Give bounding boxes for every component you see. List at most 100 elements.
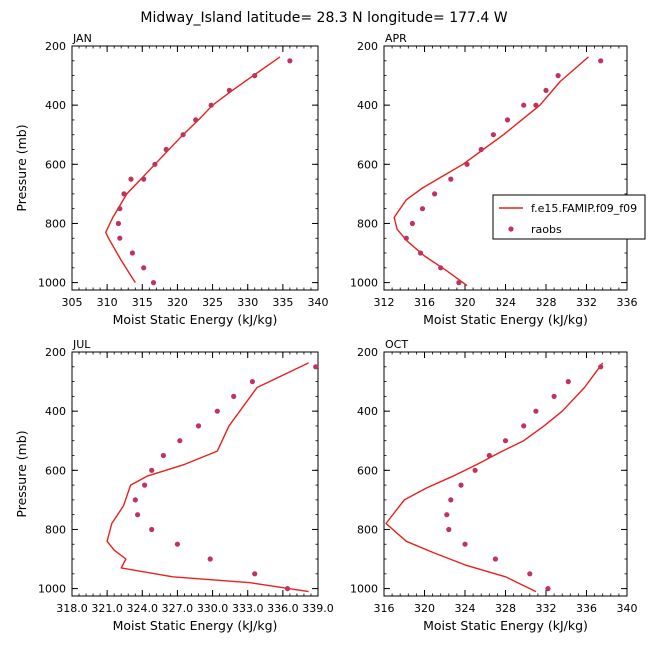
raobs-point-oct	[472, 467, 478, 473]
raobs-point-apr	[533, 102, 539, 108]
raobs-point-apr	[555, 73, 561, 79]
raobs-point-oct	[598, 364, 604, 370]
x-tick-label: 327.0	[162, 602, 194, 615]
y-tick-label: 1000	[38, 277, 66, 290]
plot-frame-jul	[71, 351, 319, 597]
figure-title: Midway_Island latitude= 28.3 N longitude…	[140, 10, 507, 26]
raobs-point-jul	[231, 393, 237, 399]
raobs-point-oct	[446, 526, 452, 533]
x-tick-label: 336	[576, 602, 597, 615]
x-tick-label: 328	[536, 296, 557, 309]
legend-obs-marker	[508, 226, 514, 232]
y-tick-label: 1000	[350, 277, 378, 290]
plot-frame-oct	[383, 351, 628, 597]
raobs-point-jan	[287, 58, 293, 64]
panel-label-oct: OCT	[385, 338, 408, 351]
raobs-point-oct	[551, 393, 557, 399]
x-tick-label: 305	[62, 296, 83, 309]
raobs-point-jan	[129, 250, 135, 256]
x-axis-label: Moist Static Energy (kJ/kg)	[423, 312, 588, 327]
x-tick-label: 324	[495, 296, 516, 309]
x-tick-label: 324.0	[127, 602, 159, 615]
y-tick-label: 600	[357, 464, 378, 477]
raobs-point-jan	[115, 220, 121, 227]
y-tick-label: 600	[357, 158, 378, 171]
panel-jul: JUL 318.0 321.0 324.0 327.0 330.0 333.0 336.0 33…	[14, 338, 334, 633]
y-tick-label: 200	[357, 40, 378, 53]
legend-box	[492, 194, 646, 240]
raobs-point-jan	[152, 161, 158, 167]
x-axis-label: Moist Static Energy (kJ/kg)	[113, 312, 278, 327]
raobs-point-oct	[444, 512, 450, 518]
x-tick-label: 330.0	[197, 602, 229, 615]
x-tick-label: 310	[97, 296, 118, 309]
raobs-point-oct	[502, 438, 509, 444]
panel-label-jan: JAN	[72, 32, 92, 45]
x-tick-label: 320	[414, 602, 435, 615]
raobs-point-apr	[490, 132, 496, 138]
x-tick-label: 320	[455, 296, 476, 309]
raobs-point-jan	[141, 265, 147, 271]
raobs-point-jul	[214, 408, 220, 414]
model-line-jan	[104, 56, 281, 283]
raobs-point-oct	[565, 379, 571, 385]
y-tick-label: 400	[45, 99, 66, 112]
raobs-point-jul	[149, 526, 155, 533]
x-tick-label: 324	[455, 602, 476, 615]
y-tick-label: 200	[45, 346, 66, 359]
raobs-point-apr	[543, 87, 549, 93]
raobs-point-oct	[448, 497, 454, 503]
raobs-point-oct	[462, 541, 468, 547]
model-line-oct	[385, 362, 604, 593]
y-tick-label: 400	[45, 405, 66, 418]
panel-oct: OCT 316 320 324 328 332 336 340 200 400 600 800 1000…	[350, 338, 638, 633]
raobs-point-jul	[174, 541, 180, 547]
raobs-point-jul	[132, 497, 138, 503]
panel-apr: APR 312 316 320 324 328 332 336 200 400 600 800 1000…	[350, 32, 638, 327]
raobs-point-jan	[163, 146, 169, 153]
x-tick-label: 321.0	[91, 602, 123, 615]
raobs-point-jul	[135, 512, 141, 518]
raobs-point-jan	[208, 102, 214, 108]
raobs-point-jul	[313, 364, 319, 370]
raobs-point-apr	[464, 161, 470, 167]
model-line-apr	[393, 56, 589, 287]
x-tick-label: 333.0	[232, 602, 264, 615]
raobs-point-apr	[403, 235, 409, 241]
raobs-point-oct	[486, 452, 492, 459]
raobs-point-oct	[492, 556, 498, 562]
x-tick-label: 339.0	[302, 602, 334, 615]
x-tick-label: 340	[308, 296, 329, 309]
x-tick-label: 316	[374, 602, 395, 615]
raobs-point-jul	[249, 379, 255, 385]
y-tick-label: 400	[357, 99, 378, 112]
raobs-point-apr	[419, 206, 426, 212]
y-tick-label: 1000	[350, 583, 378, 596]
raobs-point-jul	[142, 482, 148, 488]
raobs-point-apr	[456, 280, 462, 286]
x-tick-label: 312	[374, 296, 395, 309]
raobs-point-apr	[504, 117, 511, 123]
y-tick-label: 200	[45, 40, 66, 53]
raobs-point-apr	[448, 176, 454, 182]
raobs-point-jan	[180, 132, 186, 138]
raobs-point-jan	[141, 176, 147, 182]
raobs-point-jan	[252, 73, 258, 79]
x-tick-label: 336.0	[267, 602, 299, 615]
y-tick-label: 1000	[38, 583, 66, 596]
x-tick-label: 335	[272, 296, 293, 309]
raobs-point-jul	[207, 556, 213, 562]
raobs-point-apr	[432, 191, 438, 197]
x-tick-label: 332	[576, 296, 597, 309]
x-tick-label: 336	[617, 296, 638, 309]
raobs-point-jan	[128, 176, 134, 182]
raobs-point-apr	[478, 146, 484, 153]
raobs-point-jan	[150, 280, 157, 286]
raobs-point-jul	[252, 571, 258, 577]
y-tick-label: 200	[357, 346, 378, 359]
x-tick-label: 330	[237, 296, 258, 309]
panel-label-apr: APR	[385, 32, 407, 45]
panel-label-jul: JUL	[72, 338, 91, 351]
x-axis-label: Moist Static Energy (kJ/kg)	[423, 618, 588, 633]
y-tick-label: 800	[45, 217, 66, 230]
